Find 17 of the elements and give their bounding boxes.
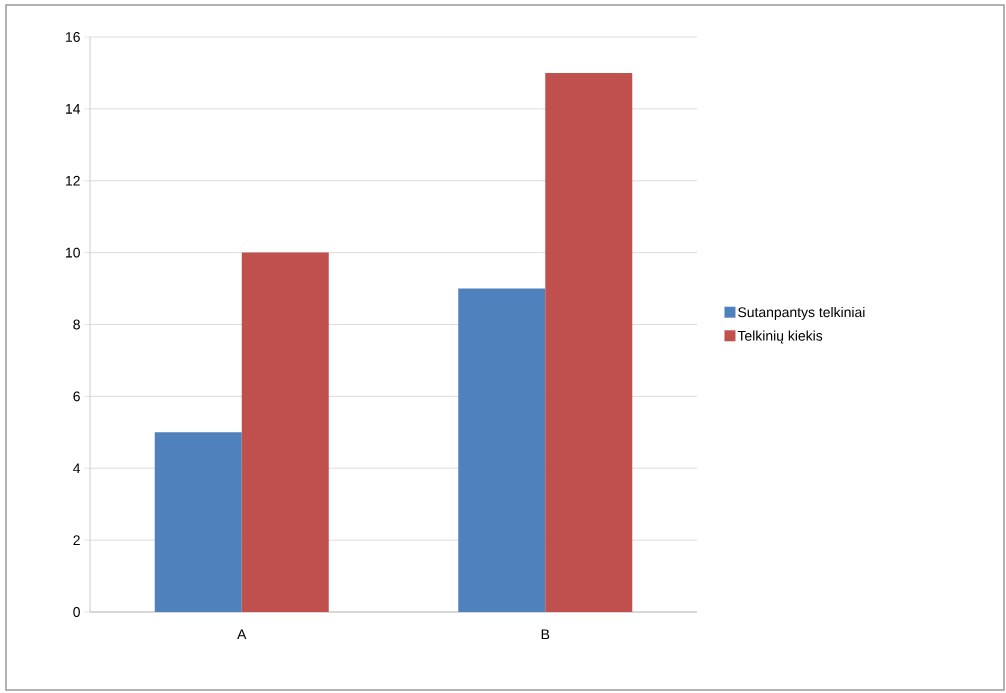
bar bbox=[154, 432, 242, 612]
legend-label: Telkinių kiekis bbox=[737, 330, 823, 344]
y-tick-label: 2 bbox=[73, 535, 80, 545]
y-tick-label: 14 bbox=[66, 104, 81, 114]
bar bbox=[458, 288, 546, 612]
y-tick-label: 12 bbox=[66, 175, 80, 186]
bar bbox=[241, 252, 329, 612]
y-tick-label: 4 bbox=[73, 463, 81, 474]
y-tick-label: 6 bbox=[73, 391, 80, 402]
y-tick-label: 10 bbox=[66, 247, 80, 258]
x-tick-label: B bbox=[541, 629, 550, 640]
bar bbox=[545, 72, 633, 612]
y-tick-label: 8 bbox=[73, 319, 80, 330]
y-tick-label: 16 bbox=[66, 32, 80, 42]
x-tick-label: A bbox=[237, 629, 247, 640]
y-tick-label: 0 bbox=[73, 607, 80, 617]
legend-label: Sutanpantys telkiniai bbox=[738, 306, 865, 320]
